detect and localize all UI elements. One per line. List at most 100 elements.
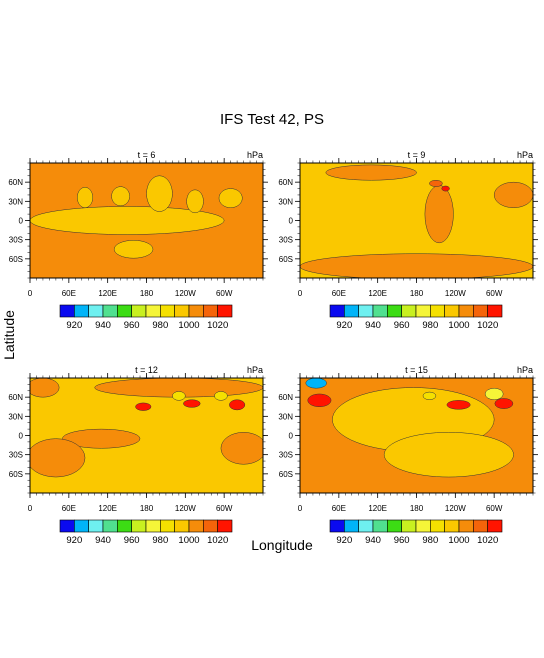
colorbar-box: [415, 304, 431, 318]
x-tick-label: 60E: [332, 504, 346, 513]
panel-units: hPa: [247, 365, 263, 375]
pressure-contour-region: [220, 432, 263, 465]
colorbar-label: 920: [336, 320, 352, 331]
pressure-contour-region: [300, 253, 533, 278]
pressure-field: [30, 378, 263, 493]
pressure-contour-region: [422, 391, 437, 400]
x-tick-label: 0: [28, 504, 33, 513]
colorbar: 920 940 960 980 1000 1020: [329, 304, 503, 331]
colorbar-label: 960: [394, 535, 410, 546]
colorbar-box: [430, 519, 445, 533]
x-tick-label: 60E: [332, 289, 346, 298]
y-tick-label: 30S: [9, 236, 23, 245]
colorbar-label: 980: [152, 320, 168, 331]
colorbar-label: 960: [124, 320, 140, 331]
colorbar-box: [160, 519, 175, 533]
pressure-contour-region: [172, 391, 186, 401]
colorbar-box: [473, 519, 488, 533]
panel-units: hPa: [517, 150, 533, 160]
y-tick-label: 60S: [279, 470, 293, 479]
pressure-contour-region: [30, 378, 60, 398]
x-axis-label: Longitude: [251, 537, 313, 553]
colorbar-box: [458, 304, 474, 318]
x-tick-label: 120W: [445, 504, 466, 513]
colorbar-box: [145, 304, 161, 318]
x-tick-label: 0: [28, 289, 33, 298]
y-tick-label: 0: [19, 432, 24, 441]
pressure-contour-region: [484, 387, 504, 400]
colorbar-box: [117, 519, 132, 533]
colorbar-box: [430, 304, 445, 318]
pressure-contour-region: [218, 188, 243, 208]
colorbar: 920 940 960 980 1000 1020: [59, 519, 233, 546]
colorbar-box: [372, 304, 388, 318]
colorbar-box: [131, 519, 147, 533]
y-tick-label: 30N: [278, 412, 293, 421]
colorbar-box: [59, 304, 75, 318]
colorbar-box: [401, 519, 417, 533]
x-tick-label: 0: [298, 504, 303, 513]
x-tick-label: 180: [140, 504, 154, 513]
colorbar-box: [131, 304, 147, 318]
colorbar-label: 1000: [448, 320, 469, 331]
panel-subtitle: t = 15: [405, 365, 428, 375]
y-tick-label: 60N: [278, 178, 293, 187]
panel-units: hPa: [517, 365, 533, 375]
pressure-contour-region: [30, 206, 225, 235]
x-tick-label: 180: [410, 504, 424, 513]
colorbar-label: 1020: [477, 320, 498, 331]
colorbar: 920 940 960 980 1000 1020: [59, 304, 233, 331]
pressure-field: [300, 378, 533, 493]
panel: t = 15 hPa 0 60E 120E 180 120W 60W 60N 30N 0 30S 60S…: [278, 365, 538, 546]
colorbar-label: 1000: [178, 535, 199, 546]
pressure-contour-region: [446, 400, 471, 410]
colorbar-box: [329, 519, 345, 533]
colorbar-label: 940: [365, 535, 381, 546]
colorbar-label: 1000: [448, 535, 469, 546]
pressure-contour-region: [305, 378, 327, 389]
colorbar-box: [458, 519, 474, 533]
x-tick-label: 60E: [62, 504, 76, 513]
colorbar: 920 940 960 980 1000 1020: [329, 519, 503, 546]
pressure-contour-region: [494, 398, 514, 409]
x-tick-label: 120E: [98, 504, 117, 513]
colorbar-box: [145, 519, 161, 533]
colorbar-box: [344, 519, 359, 533]
colorbar-label: 980: [422, 320, 438, 331]
figure-title: IFS Test 42, PS: [220, 111, 324, 128]
y-tick-label: 30S: [279, 236, 293, 245]
panel-subtitle: t = 9: [408, 150, 426, 160]
colorbar-box: [174, 519, 190, 533]
pressure-contour-region: [76, 187, 94, 208]
pressure-contour-region: [214, 391, 228, 401]
y-tick-label: 60S: [9, 470, 23, 479]
x-tick-label: 60W: [486, 289, 503, 298]
y-axis-label: Latitude: [1, 310, 17, 360]
panel-subtitle: t = 12: [135, 365, 158, 375]
colorbar-box: [358, 519, 374, 533]
colorbar-box: [74, 519, 89, 533]
pressure-contour-region: [113, 240, 154, 259]
x-tick-label: 120E: [368, 289, 387, 298]
pressure-contour-region: [493, 181, 533, 208]
colorbar-label: 980: [152, 535, 168, 546]
colorbar-box: [59, 519, 75, 533]
colorbar-box: [174, 304, 190, 318]
x-tick-label: 180: [140, 289, 154, 298]
x-tick-label: 180: [410, 289, 424, 298]
x-tick-label: 120W: [175, 504, 196, 513]
colorbar-box: [401, 304, 417, 318]
colorbar-box: [487, 519, 503, 533]
colorbar-box: [102, 519, 118, 533]
pressure-contour-region: [307, 393, 332, 408]
y-tick-label: 30N: [278, 197, 293, 206]
pressure-contour-region: [111, 186, 130, 207]
colorbar-box: [444, 304, 460, 318]
y-tick-label: 30N: [8, 197, 23, 206]
colorbar-label: 920: [66, 320, 82, 331]
x-tick-label: 60W: [216, 289, 233, 298]
colorbar-label: 920: [336, 535, 352, 546]
colorbar-box: [188, 304, 204, 318]
panel: t = 12 hPa 0 60E 120E 180 120W 60W 60N 30N 0 30S 60S…: [8, 365, 268, 546]
